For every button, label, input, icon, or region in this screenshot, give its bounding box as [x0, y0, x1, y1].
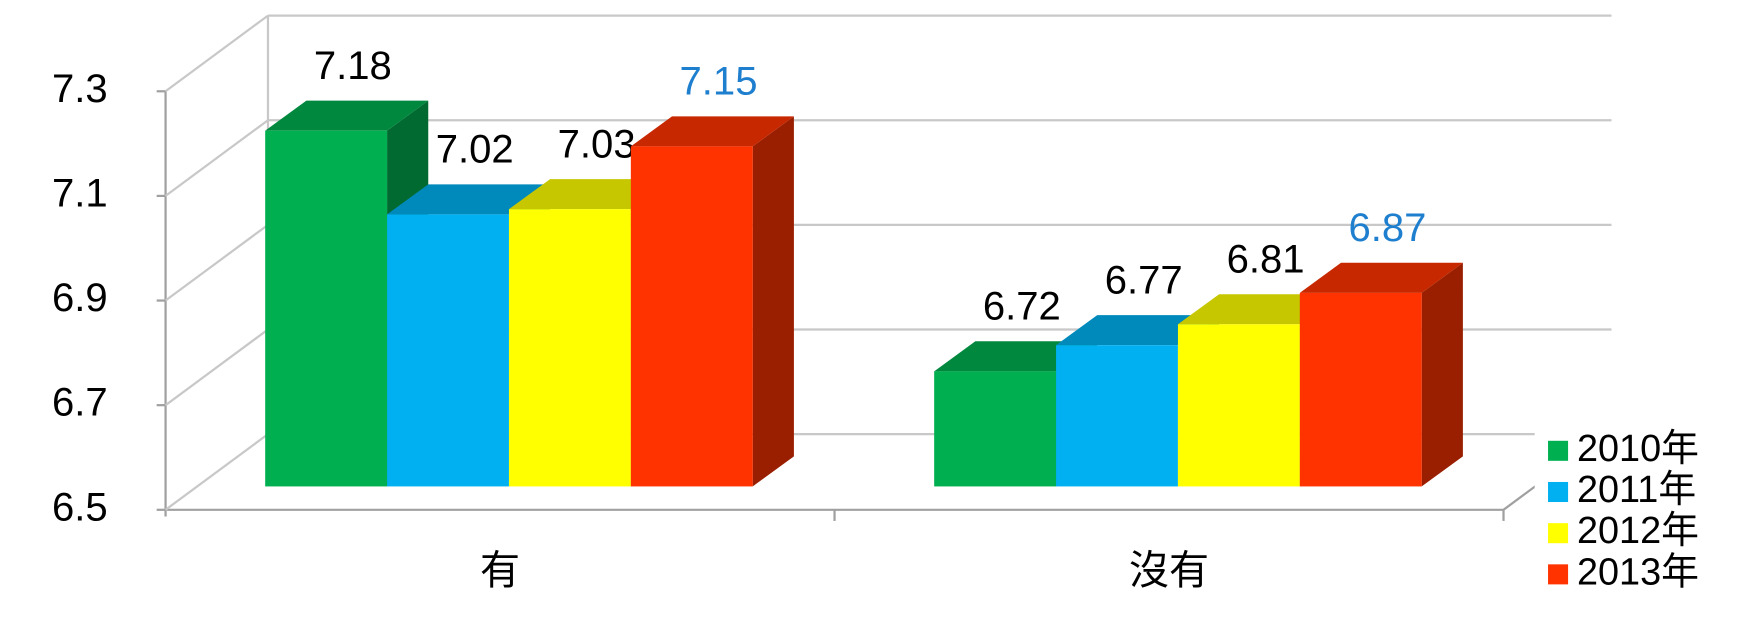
bar-top: [387, 184, 551, 215]
y-tick-label: 7.1: [52, 171, 108, 215]
data-label: 7.02: [436, 128, 514, 172]
data-label: 6.77: [1105, 258, 1183, 302]
grid-line: [164, 14, 269, 93]
y-tick-label: 6.7: [52, 381, 108, 425]
bar: [508, 209, 631, 487]
bar: [1299, 292, 1422, 487]
bar: [1056, 345, 1178, 487]
bar: [630, 146, 753, 487]
data-label: 6.81: [1227, 237, 1305, 281]
data-label: 7.03: [558, 122, 636, 166]
legend-label: 2013年: [1577, 551, 1699, 593]
legend-swatch: [1548, 440, 1569, 461]
bar: [934, 371, 1057, 487]
grid-line: [164, 328, 269, 407]
legend-box: [1534, 422, 1744, 619]
bar: [265, 130, 388, 487]
legend-swatch: [1548, 564, 1569, 585]
grid-line: [164, 223, 269, 302]
legend-swatch: [1548, 481, 1569, 503]
legend-label: 2012年: [1577, 510, 1699, 552]
y-tick-label: 6.5: [52, 485, 108, 529]
bar: [1177, 324, 1300, 487]
grid-line: [164, 119, 269, 197]
grid-line: [164, 433, 269, 511]
x-tick-label: 沒有: [1129, 549, 1209, 593]
bar-top: [265, 100, 429, 131]
bar-side: [752, 116, 794, 487]
bar: [387, 214, 509, 487]
data-label: 6.72: [983, 285, 1061, 329]
y-tick-label: 6.9: [52, 276, 108, 320]
data-label: 6.87: [1348, 206, 1426, 250]
legend-swatch: [1548, 523, 1569, 544]
x-tick-label: 有: [480, 549, 520, 593]
bar-top: [1299, 262, 1463, 293]
legend-label: 2010年: [1577, 428, 1699, 470]
legend-label: 2011年: [1577, 469, 1696, 511]
bar-side: [1421, 262, 1463, 487]
y-tick-label: 7.3: [52, 67, 108, 111]
bar-top: [630, 116, 794, 147]
data-label: 7.15: [680, 60, 758, 104]
data-label: 7.18: [314, 44, 392, 88]
